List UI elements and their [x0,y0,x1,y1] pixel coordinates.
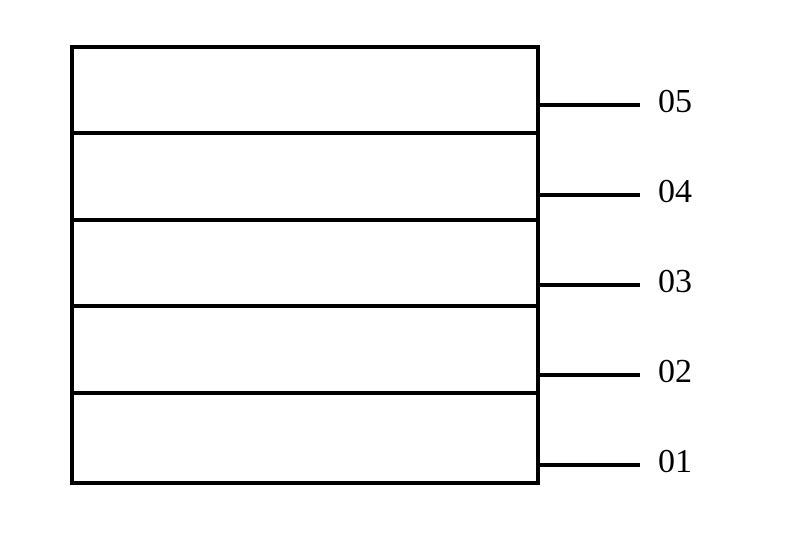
stack-box [70,45,540,485]
leader-05 [540,103,640,107]
label-05: 05 [658,83,692,121]
label-03: 03 [658,263,692,301]
layer-01 [74,395,536,481]
leader-02 [540,373,640,377]
layer-02 [74,308,536,394]
label-01: 01 [658,443,692,481]
layer-05 [74,49,536,135]
layer-04 [74,135,536,221]
leader-03 [540,283,640,287]
leader-01 [540,463,640,467]
leader-04 [540,193,640,197]
layer-03 [74,222,536,308]
label-04: 04 [658,173,692,211]
label-02: 02 [658,353,692,391]
